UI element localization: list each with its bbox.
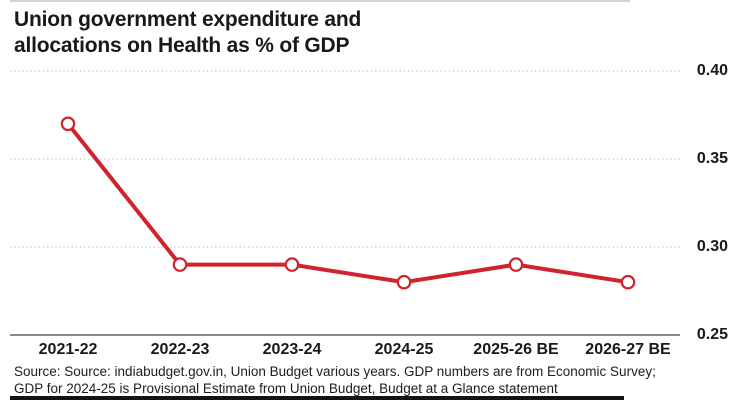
data-point-marker <box>508 257 524 272</box>
top-rule <box>10 0 630 2</box>
bottom-rule <box>10 396 624 400</box>
gridlines-layer <box>10 70 680 336</box>
x-tick-label: 2021-22 <box>38 341 98 358</box>
chart-title-line-2: allocations on Health as % of GDP <box>14 34 350 57</box>
x-tick-label: 2023-24 <box>262 341 322 358</box>
y-tick-label: 0.35 <box>696 150 728 167</box>
source-note: Source: Source: indiabudget.gov.in, Unio… <box>14 363 656 397</box>
data-point-marker <box>172 257 188 272</box>
x-tick-label: 2024-25 <box>374 341 434 358</box>
chart-title-line-1: Union government expenditure and <box>14 8 362 31</box>
data-point-marker <box>620 274 636 290</box>
data-point-marker <box>284 257 300 272</box>
y-tick-label: 0.25 <box>696 326 728 343</box>
source-note-line-1: Source: Source: indiabudget.gov.in, Unio… <box>14 364 656 379</box>
x-tick-label: 2025-26 BE <box>473 341 559 358</box>
chart-title: Union government expenditure and allocat… <box>14 7 361 59</box>
source-note-line-2: GDP for 2024-25 is Provisional Estimate … <box>14 381 558 396</box>
data-line <box>66 121 630 285</box>
y-tick-label: 0.30 <box>696 238 728 255</box>
data-series-layer <box>60 116 636 290</box>
y-tick-label: 0.40 <box>696 62 728 79</box>
data-point-marker <box>396 274 412 290</box>
x-tick-label: 2022-23 <box>150 341 210 358</box>
x-tick-label: 2026-27 BE <box>585 341 671 358</box>
data-point-marker <box>60 116 76 132</box>
